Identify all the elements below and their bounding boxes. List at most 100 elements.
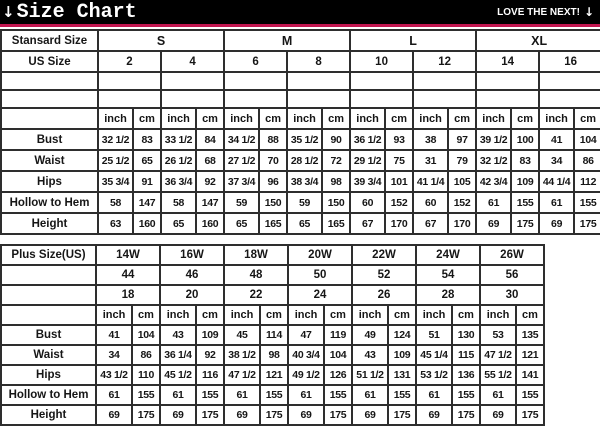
measure-value-cell: 98 [321,170,352,193]
measure-value-cell: 124 [387,324,417,346]
us-size-cell: 10 [349,50,415,73]
unit-inch-cell: inch [223,304,261,326]
size-group-cell: M [223,29,352,52]
measure-value-cell: 58 [97,191,134,214]
measure-label-cell: Hips [0,364,97,386]
unit-inch-cell: inch [349,107,387,130]
measure-label-cell: Height [0,212,99,235]
unit-cm-cell: cm [387,304,417,326]
measure-value-cell: 160 [194,212,226,235]
empty-cell [475,71,541,91]
measure-value-cell: 93 [384,128,415,151]
measure-label-cell: Waist [0,149,99,172]
empty-label-cell [0,264,97,286]
unit-inch-cell: inch [351,304,389,326]
measure-value-cell: 114 [259,324,289,346]
measure-value-cell: 36 1/2 [349,128,387,151]
measure-value-cell: 41 1/4 [412,170,450,193]
measure-value-cell: 155 [259,384,289,406]
unit-inch-cell: inch [412,107,450,130]
alt-size-cell: 54 [415,264,481,286]
measure-value-cell: 135 [515,324,545,346]
unit-cm-cell: cm [447,107,478,130]
unit-cm-cell: cm [131,304,161,326]
measure-value-cell: 155 [451,384,481,406]
measure-value-cell: 175 [195,404,225,426]
down-arrow-icon: ↓ [2,3,15,21]
measure-value-cell: 136 [451,364,481,386]
measure-value-cell: 109 [387,344,417,366]
measure-value-cell: 86 [131,344,161,366]
measure-value-cell: 155 [387,384,417,406]
measure-value-cell: 109 [510,170,541,193]
us-size-cell: 6 [223,50,289,73]
measure-label-cell: Hips [0,170,99,193]
measure-value-cell: 86 [573,149,600,172]
unit-cm-cell: cm [258,107,289,130]
measure-value-cell: 47 [287,324,325,346]
slogan-text: LOVE THE NEXT! [497,6,580,18]
measure-value-cell: 36 1/4 [159,344,197,366]
measure-row-hips: Hips 43 1/2 110 45 1/2 116 47 1/2 121 49 1/2 126… [0,364,545,386]
measure-value-cell: 92 [195,344,225,366]
measure-value-cell: 115 [451,344,481,366]
measure-value-cell: 165 [258,212,289,235]
measure-value-cell: 88 [258,128,289,151]
empty-cell [412,89,478,109]
measure-value-cell: 83 [132,128,162,151]
unit-inch-cell: inch [97,107,134,130]
measure-value-cell: 155 [323,384,353,406]
us-size-label: US Size [0,50,99,73]
unit-inch-cell: inch [159,304,197,326]
measure-value-cell: 110 [131,364,161,386]
measure-value-cell: 170 [384,212,415,235]
measure-value-cell: 175 [259,404,289,426]
empty-label-cell [0,89,99,109]
measure-value-cell: 32 1/2 [97,128,134,151]
measure-value-cell: 152 [384,191,415,214]
unit-inch-cell: inch [538,107,576,130]
alt-size-cell: 24 [287,284,353,306]
measure-value-cell: 69 [475,212,513,235]
measure-value-cell: 65 [132,149,162,172]
unit-inch-cell: inch [479,304,517,326]
unit-cm-cell: cm [323,304,353,326]
measure-value-cell: 83 [510,149,541,172]
alt-size-cell: 18 [95,284,161,306]
plus-size-cell: 22W [351,244,417,266]
alt-size-cell: 56 [479,264,545,286]
unit-inch-cell: inch [475,107,513,130]
measure-value-cell: 121 [259,364,289,386]
measure-value-cell: 43 [159,324,197,346]
empty-cell [412,71,478,91]
measure-value-cell: 60 [349,191,387,214]
measure-value-cell: 38 3/4 [286,170,324,193]
measure-row-height: Height 63 160 65 160 65 165 65 165 67 170 67 170 69 17… [0,212,600,235]
measure-value-cell: 61 [479,384,517,406]
measure-value-cell: 175 [451,404,481,426]
measure-value-cell: 147 [194,191,226,214]
measure-label-cell: Waist [0,344,97,366]
us-size-cell: 2 [97,50,162,73]
empty-cell [286,71,352,91]
measure-value-cell: 112 [573,170,600,193]
unit-inch-cell: inch [415,304,453,326]
alt-size-cell: 30 [479,284,545,306]
measure-value-cell: 61 [415,384,453,406]
us-size-cell: 14 [475,50,541,73]
measure-value-cell: 35 3/4 [97,170,134,193]
measure-value-cell: 116 [195,364,225,386]
measure-value-cell: 61 [95,384,133,406]
measure-value-cell: 96 [258,170,289,193]
measure-value-cell: 105 [447,170,478,193]
measure-value-cell: 41 [95,324,133,346]
measure-value-cell: 79 [447,149,478,172]
measure-value-cell: 152 [447,191,478,214]
us-size-cell: 12 [412,50,478,73]
measure-row-height: Height 69 175 69 175 69 175 69 175 69 175 69 175 69 17… [0,404,545,426]
size-group-cell: L [349,29,478,52]
measure-value-cell: 175 [387,404,417,426]
measure-value-cell: 29 1/2 [349,149,387,172]
measure-value-cell: 45 1/2 [159,364,197,386]
unit-cm-cell: cm [321,107,352,130]
